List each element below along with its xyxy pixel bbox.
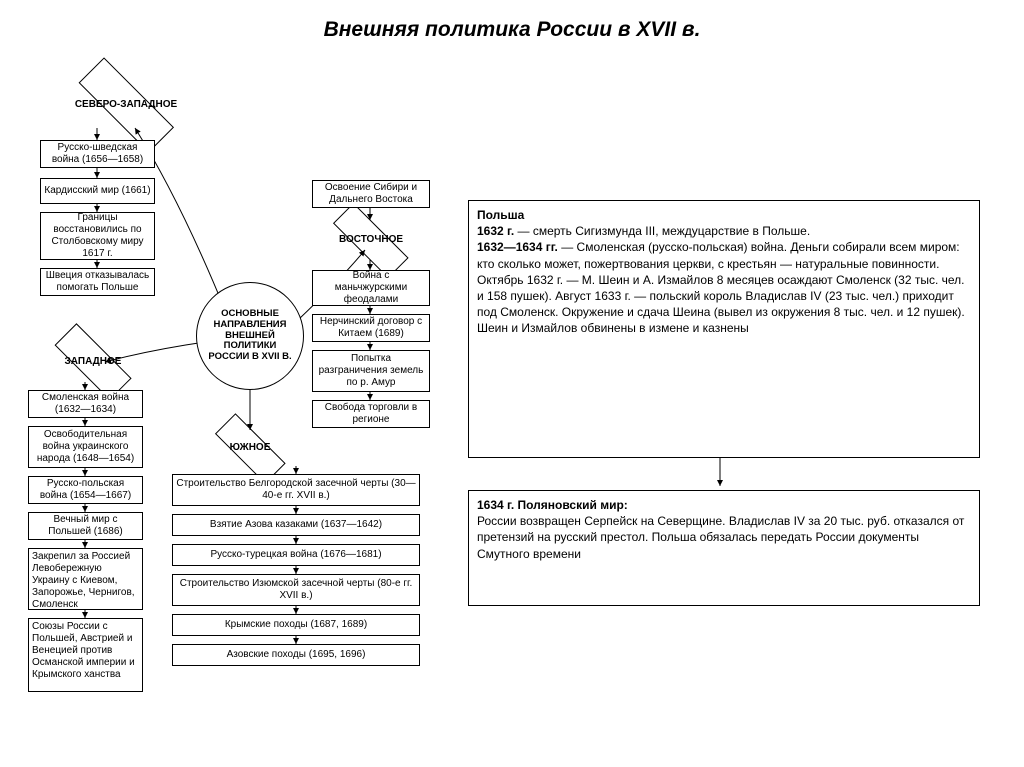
direction-s-label: ЮЖНОЕ (226, 443, 275, 453)
poland-l1a: 1632 г. (477, 224, 514, 238)
e-box-2: Нерчинский договор с Китаем (1689) (312, 314, 430, 342)
direction-nw-label: СЕВЕРО-ЗАПАДНОЕ (71, 100, 181, 110)
center-node: ОСНОВНЫЕ НАПРАВЛЕНИЯ ВНЕШНЕЙ ПОЛИТИКИ РО… (196, 282, 304, 390)
e-box-1: Война с маньчжурскими феодалами (312, 270, 430, 306)
poland-l2a: 1632—1634 гг. (477, 240, 558, 254)
s-box-3: Строительство Изюмской засечной черты (8… (172, 574, 420, 606)
w-box-1: Освободительная война украинского народа… (28, 426, 143, 468)
e-box-3: Попытка разграничения земель по р. Амур (312, 350, 430, 392)
direction-e: ВОСТОЧНОЕ (316, 220, 426, 260)
s-box-2: Русско-турецкая война (1676—1681) (172, 544, 420, 566)
peace-textbox: 1634 г. Поляновский мир: России возвраще… (468, 490, 980, 606)
nw-box-3: Швеция отказывалась помогать Польше (40, 268, 155, 296)
poland-line3: Октябрь 1632 г. — М. Шеин и А. Измайлов … (477, 272, 971, 337)
direction-w-label: ЗАПАДНОЕ (61, 357, 126, 367)
page-title: Внешняя политика России в XVII в. (0, 0, 1024, 50)
poland-heading: Польша (477, 207, 971, 223)
s-box-4: Крымские походы (1687, 1689) (172, 614, 420, 636)
peace-heading: 1634 г. Поляновский мир: (477, 497, 971, 513)
diagram-canvas: ОСНОВНЫЕ НАПРАВЛЕНИЯ ВНЕШНЕЙ ПОЛИТИКИ РО… (0, 50, 1024, 767)
e-box-4: Свобода торговли в регионе (312, 400, 430, 428)
nw-box-1: Кардисский мир (1661) (40, 178, 155, 204)
w-box-3: Вечный мир с Польшей (1686) (28, 512, 143, 540)
w-box-5: Союзы России с Польшей, Австрией и Венец… (28, 618, 143, 692)
peace-body: России возвращен Серпейск на Северщине. … (477, 513, 971, 562)
w-box-0: Смоленская война (1632—1634) (28, 390, 143, 418)
direction-s: ЮЖНОЕ (200, 428, 300, 468)
s-box-0: Строительство Белгородской засечной черт… (172, 474, 420, 506)
e-box-0: Освоение Сибири и Дальнего Востока (312, 180, 430, 208)
direction-w: ЗАПАДНОЕ (38, 340, 148, 384)
direction-e-label: ВОСТОЧНОЕ (335, 235, 407, 245)
s-box-1: Взятие Азова казаками (1637—1642) (172, 514, 420, 536)
direction-nw: СЕВЕРО-ЗАПАДНОЕ (56, 80, 196, 130)
nw-box-0: Русско-шведская война (1656—1658) (40, 140, 155, 168)
poland-l1b: — смерть Сигизмунда III, междуцарствие в… (514, 224, 810, 238)
w-box-4: Закрепил за Россией Левобережную Украину… (28, 548, 143, 610)
poland-line1: 1632 г. — смерть Сигизмунда III, междуца… (477, 223, 971, 239)
poland-line2: 1632—1634 гг. — Смоленская (русско-польс… (477, 239, 971, 271)
nw-box-2: Границы восстановились по Столбовскому м… (40, 212, 155, 260)
w-box-2: Русско-польская война (1654—1667) (28, 476, 143, 504)
poland-textbox: Польша 1632 г. — смерть Сигизмунда III, … (468, 200, 980, 458)
s-box-5: Азовские походы (1695, 1696) (172, 644, 420, 666)
